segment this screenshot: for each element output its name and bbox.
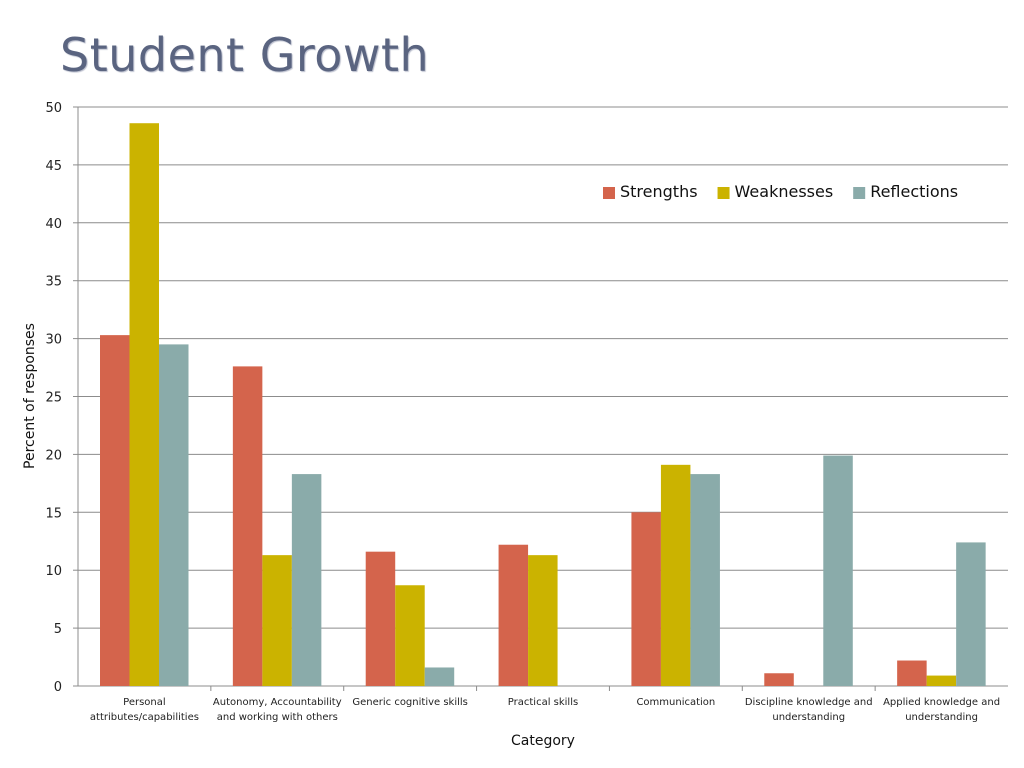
x-tick-label: Personal attributes/capabilities (90, 697, 199, 723)
bar-reflections (291, 474, 322, 686)
x-tick-label: Autonomy, Accountability and working with… (213, 697, 342, 723)
bar-reflections (690, 474, 720, 686)
bar-strengths (100, 335, 130, 686)
x-tick-label: Applied knowledge and understanding (883, 697, 1000, 723)
legend-swatch (603, 187, 615, 199)
bar-reflections (956, 542, 986, 686)
bar-weaknesses (129, 123, 159, 687)
y-axis-title: Percent of responses (22, 323, 38, 469)
legend-swatch (853, 187, 866, 199)
y-tick-label: 5 (54, 622, 62, 637)
y-tick-label: 40 (45, 217, 62, 232)
y-tick-label: 10 (45, 564, 62, 579)
y-tick-label: 15 (45, 506, 62, 521)
bar-reflections (823, 455, 853, 686)
x-tick-label: Practical skills (508, 697, 578, 708)
legend-label: Reflections (870, 182, 958, 201)
bar-strengths (897, 660, 927, 686)
bar-strengths (764, 673, 794, 686)
bar-reflections (424, 667, 455, 686)
x-axis-title: Category (511, 733, 575, 749)
bar-reflections (159, 344, 189, 686)
bar-weaknesses (660, 464, 691, 686)
legend-label: Strengths (620, 182, 698, 201)
y-tick-label: 0 (54, 680, 62, 695)
bar-weaknesses (262, 555, 292, 686)
x-tick-label: Generic cognitive skills (352, 697, 468, 708)
bar-strengths (498, 544, 529, 686)
bar-weaknesses (528, 555, 558, 686)
x-tick-label: Communication (636, 697, 715, 708)
bar-strengths (631, 512, 661, 686)
y-tick-label: 35 (45, 275, 62, 290)
y-tick-label: 25 (45, 391, 62, 406)
y-tick-label: 45 (45, 159, 62, 174)
x-tick-label: Discipline knowledge and understanding (745, 697, 873, 723)
y-tick-label: 30 (45, 333, 62, 348)
y-tick-label: 50 (45, 101, 62, 116)
legend-label: Weaknesses (735, 182, 834, 201)
bar-weaknesses (395, 585, 425, 686)
bar-strengths (365, 551, 396, 686)
y-tick-label: 20 (45, 448, 62, 463)
bar-weaknesses (926, 675, 957, 686)
bar-strengths (232, 366, 263, 686)
legend-swatch (717, 187, 730, 199)
slide-title: Student Growth (60, 28, 430, 82)
